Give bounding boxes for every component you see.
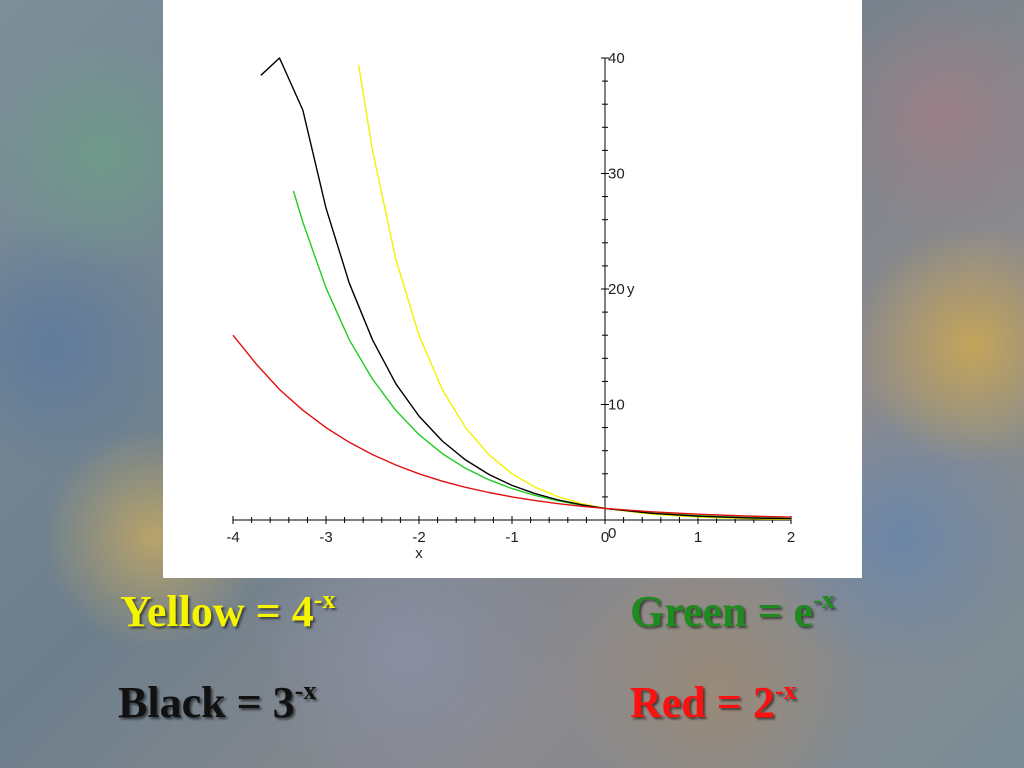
y-tick-label: 20	[608, 281, 625, 298]
series-line-yellow	[357, 64, 792, 520]
legend-green: Green = e-x	[630, 585, 835, 637]
legend-black-text: Black = 3	[118, 678, 295, 727]
legend-red-exponent: -x	[774, 676, 797, 705]
x-tick-label: 1	[694, 529, 702, 546]
legend-yellow-exponent: -x	[313, 585, 336, 614]
y-tick-label: 40	[608, 50, 625, 67]
series-line-black	[260, 57, 792, 520]
exponential-plot: -4 -3 -2 -1 0 1 2 10 20 30 40 0 x y	[226, 50, 795, 562]
y-tick-label: 10	[608, 397, 625, 414]
legend-yellow-text: Yellow = 4	[120, 587, 314, 636]
legend-black-exponent: -x	[294, 676, 317, 705]
legend-black: Black = 3-x	[118, 676, 316, 728]
legend-green-exponent: -x	[813, 585, 835, 614]
legend-yellow: Yellow = 4-x	[120, 585, 335, 637]
x-axis-title: x	[415, 545, 423, 562]
legend-red: Red = 2-x	[630, 676, 797, 728]
legend-red-text: Red = 2	[630, 678, 775, 727]
series-line-red	[232, 334, 792, 518]
tick-labels: -4 -3 -2 -1 0 1 2 10 20 30 40 0 x y	[226, 50, 795, 562]
y-axis-title: y	[627, 281, 635, 298]
x-tick-label: -2	[412, 529, 425, 546]
y-origin-label: 0	[608, 525, 616, 542]
x-tick-label: 2	[787, 529, 795, 546]
x-tick-label: -1	[505, 529, 518, 546]
legend-green-text: Green = e	[630, 587, 814, 636]
chart-panel: -4 -3 -2 -1 0 1 2 10 20 30 40 0 x y	[163, 0, 862, 578]
x-tick-label: 0	[601, 529, 609, 546]
x-tick-label: -3	[319, 529, 332, 546]
series-layer	[232, 57, 792, 520]
axes	[232, 57, 792, 524]
x-tick-label: -4	[226, 529, 239, 546]
series-line-green	[292, 190, 792, 520]
y-tick-label: 30	[608, 166, 625, 183]
